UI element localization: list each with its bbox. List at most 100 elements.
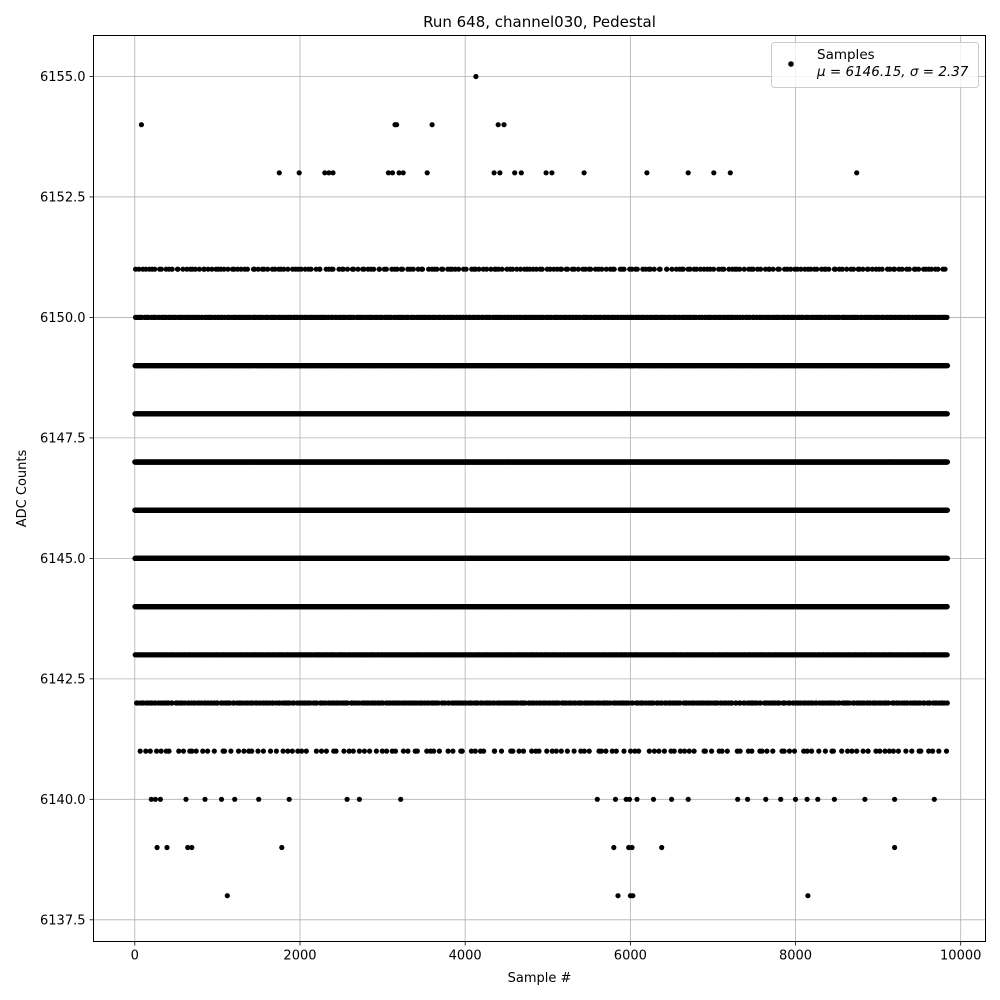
data-point (445, 748, 451, 754)
data-point (189, 748, 195, 754)
data-point (318, 748, 325, 754)
data-point (651, 748, 657, 754)
data-point (205, 748, 211, 754)
data-point (379, 748, 385, 754)
data-point (791, 748, 798, 754)
data-point (677, 748, 684, 754)
data-point (520, 748, 527, 754)
data-point (944, 604, 950, 610)
data-point (903, 748, 909, 754)
data-point (886, 700, 892, 706)
data-point (333, 748, 339, 754)
data-point (909, 748, 915, 754)
data-point (273, 748, 279, 754)
data-point (709, 748, 715, 754)
data-point (781, 748, 787, 754)
data-point (350, 748, 356, 754)
data-point (211, 748, 217, 754)
data-point (719, 748, 725, 754)
data-point (285, 748, 291, 754)
data-point (749, 748, 755, 754)
data-point (267, 748, 274, 754)
data-point (650, 700, 656, 706)
data-point (729, 700, 735, 706)
data-point (882, 748, 888, 754)
data-point (361, 748, 367, 754)
data-point (890, 748, 897, 754)
data-point (628, 748, 634, 754)
data-point (260, 748, 266, 754)
data-points (132, 73, 951, 899)
data-point (691, 748, 697, 754)
data-point (345, 700, 351, 706)
data-point (200, 748, 206, 754)
data-point (450, 748, 456, 754)
data-point (498, 748, 505, 754)
data-point (516, 748, 522, 754)
data-point (558, 748, 564, 754)
data-point (629, 700, 636, 706)
data-point (804, 748, 810, 754)
data-point (702, 748, 709, 754)
data-point (613, 748, 619, 754)
data-point (943, 748, 950, 754)
data-point (176, 748, 182, 754)
data-point (873, 748, 879, 754)
data-point (839, 748, 845, 754)
data-point (822, 748, 829, 754)
data-point (529, 748, 535, 754)
data-point (221, 748, 228, 754)
data-point (936, 748, 942, 754)
data-point (193, 748, 199, 754)
data-point (632, 748, 638, 754)
data-point (154, 748, 160, 754)
data-point (636, 748, 642, 754)
data-point (431, 748, 437, 754)
data-point (646, 748, 652, 754)
data-point (341, 748, 347, 754)
data-point (816, 748, 822, 754)
data-point (241, 748, 247, 754)
data-point (313, 748, 319, 754)
data-point (656, 748, 662, 754)
data-point (926, 748, 932, 754)
data-point (944, 652, 950, 658)
data-point (314, 700, 320, 706)
data-point (845, 748, 851, 754)
data-point (147, 748, 153, 754)
data-point (303, 748, 309, 754)
data-point (166, 748, 172, 754)
data-point (510, 748, 516, 754)
data-point (235, 748, 242, 754)
data-point (686, 748, 692, 754)
data-point (865, 748, 871, 754)
data-point (564, 748, 571, 754)
data-point (830, 748, 837, 754)
data-point (544, 748, 550, 754)
data-point (249, 748, 255, 754)
data-point (392, 748, 399, 754)
data-point (930, 748, 936, 754)
data-point (424, 748, 430, 754)
data-point (847, 700, 853, 706)
data-point (776, 700, 782, 706)
data-point (918, 748, 924, 754)
data-point (367, 748, 373, 754)
data-point (581, 748, 587, 754)
data-point (472, 748, 478, 754)
data-point (571, 748, 577, 754)
data-point (671, 748, 677, 754)
data-point (598, 748, 605, 754)
data-point (877, 748, 883, 754)
data-point (405, 748, 411, 754)
data-point (809, 748, 815, 754)
data-point (764, 748, 770, 754)
data-point (603, 748, 609, 754)
data-point (143, 748, 149, 754)
data-point (621, 748, 627, 754)
data-point (384, 748, 390, 754)
data-point (609, 748, 615, 754)
data-point (553, 748, 559, 754)
